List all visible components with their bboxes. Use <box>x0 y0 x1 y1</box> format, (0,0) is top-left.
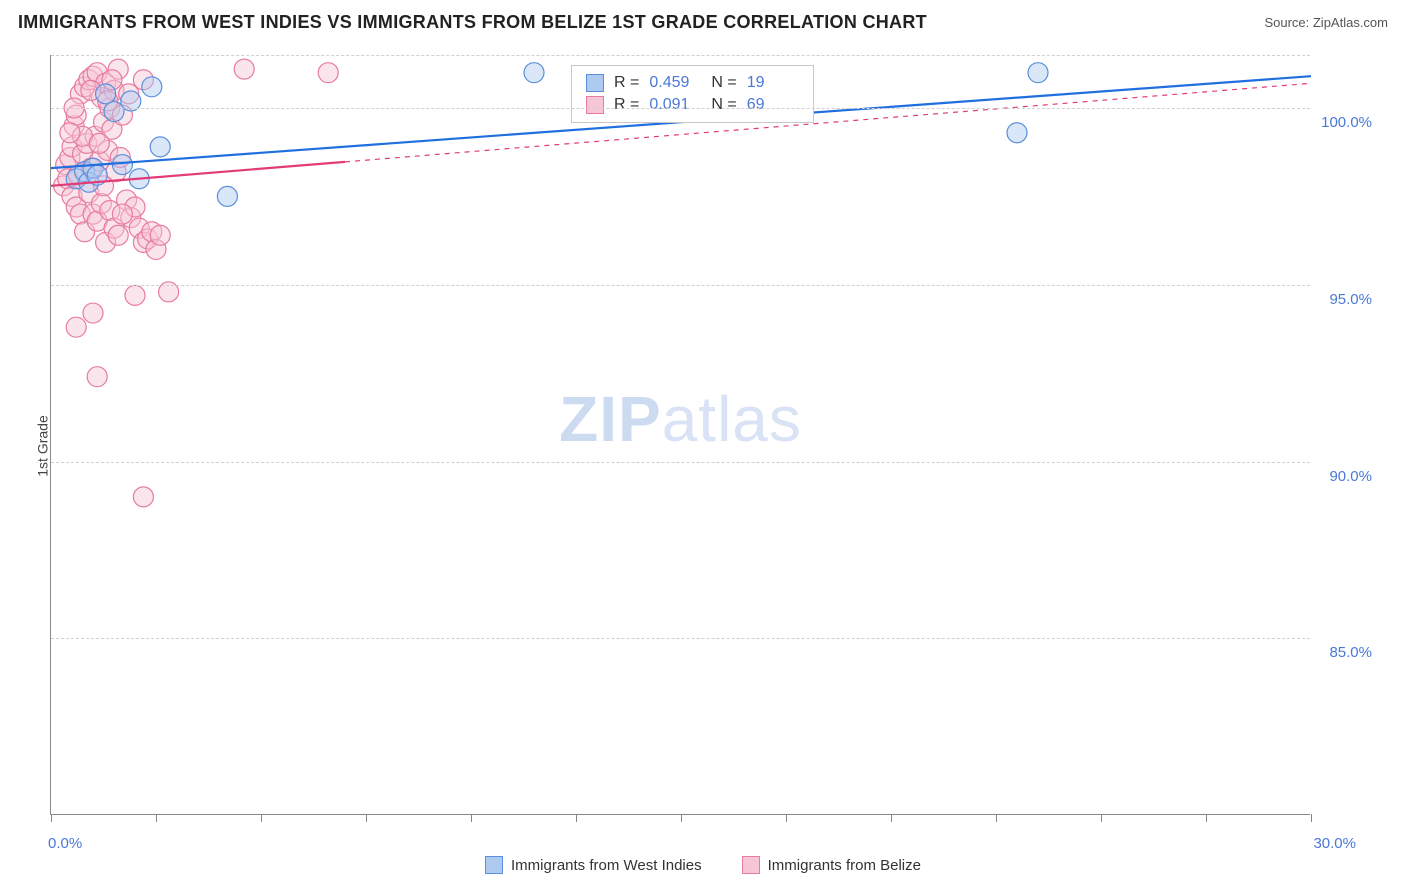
source-link[interactable]: ZipAtlas.com <box>1313 15 1388 30</box>
swatch-series1 <box>586 74 604 92</box>
x-tick <box>51 814 52 822</box>
x-tick <box>681 814 682 822</box>
legend-item-1: Immigrants from West Indies <box>485 856 702 874</box>
n-value-2: 69 <box>747 96 799 114</box>
stat-row-series2: R = 0.091 N = 69 <box>586 94 799 116</box>
trend-line-dashed <box>345 83 1311 162</box>
x-tick <box>1101 814 1102 822</box>
x-tick <box>996 814 997 822</box>
x-tick <box>156 814 157 822</box>
legend-swatch-1 <box>485 856 503 874</box>
legend-item-2: Immigrants from Belize <box>742 856 921 874</box>
r-value-2: 0.091 <box>649 96 701 114</box>
x-max-label: 30.0% <box>1313 835 1356 852</box>
x-tick <box>786 814 787 822</box>
r-value-1: 0.459 <box>649 74 701 92</box>
gridline <box>51 108 1310 109</box>
x-tick <box>261 814 262 822</box>
y-tick-label: 100.0% <box>1321 114 1372 131</box>
x-min-label: 0.0% <box>48 835 82 852</box>
stat-row-series1: R = 0.459 N = 19 <box>586 72 799 94</box>
x-tick <box>891 814 892 822</box>
chart-header: IMMIGRANTS FROM WEST INDIES VS IMMIGRANT… <box>18 12 1388 33</box>
n-value-1: 19 <box>747 74 799 92</box>
x-tick <box>576 814 577 822</box>
x-tick <box>1206 814 1207 822</box>
source-label: Source: ZipAtlas.com <box>1264 15 1388 30</box>
correlation-stat-box: R = 0.459 N = 19 R = 0.091 N = 69 <box>571 65 814 123</box>
swatch-series2 <box>586 96 604 114</box>
bottom-legend: Immigrants from West Indies Immigrants f… <box>0 856 1406 874</box>
x-tick <box>471 814 472 822</box>
gridline <box>51 55 1310 56</box>
x-tick <box>1311 814 1312 822</box>
trend-layer <box>51 55 1310 814</box>
gridline <box>51 285 1310 286</box>
y-tick-label: 85.0% <box>1329 644 1372 661</box>
y-axis-label: 1st Grade <box>35 415 51 476</box>
chart-title: IMMIGRANTS FROM WEST INDIES VS IMMIGRANT… <box>18 12 927 33</box>
x-tick <box>366 814 367 822</box>
gridline <box>51 638 1310 639</box>
y-tick-label: 95.0% <box>1329 291 1372 308</box>
y-tick-label: 90.0% <box>1329 468 1372 485</box>
plot-area: ZIPatlas R = 0.459 N = 19 R = 0.091 N = … <box>50 55 1310 815</box>
legend-swatch-2 <box>742 856 760 874</box>
gridline <box>51 462 1310 463</box>
